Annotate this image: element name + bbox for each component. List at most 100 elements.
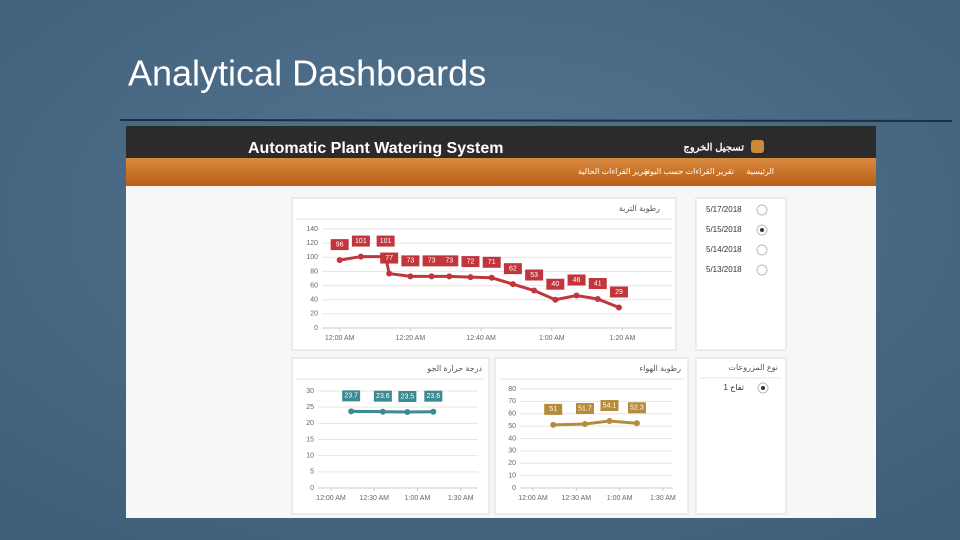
radio[interactable] xyxy=(756,244,768,256)
data-point xyxy=(404,409,411,416)
chart-title: درجة حرارة الجو xyxy=(426,364,482,373)
y-tick-label: 40 xyxy=(508,435,516,442)
slide-title: Analytical Dashboards xyxy=(128,53,486,94)
data-point xyxy=(488,274,495,281)
data-label: 72 xyxy=(467,258,475,265)
chart: رطوبة التربة 0 20 40 60 80 100 120 140 12:00 AM 12… xyxy=(291,197,677,351)
y-tick-label: 80 xyxy=(508,386,516,393)
data-point xyxy=(348,408,355,415)
y-tick-label: 0 xyxy=(512,485,516,492)
data-point xyxy=(581,421,588,428)
data-point xyxy=(550,421,557,428)
data-label-box xyxy=(609,286,628,298)
date-item[interactable]: 5/15/2018 xyxy=(706,225,742,234)
x-tick-label: 12:00 AM xyxy=(518,495,548,502)
data-label-box xyxy=(376,235,395,247)
data-point xyxy=(573,292,580,299)
data-label: 73 xyxy=(445,258,453,265)
x-tick-label: 1:30 AM xyxy=(650,495,676,502)
y-tick-label: 80 xyxy=(310,268,318,275)
y-tick-label: 50 xyxy=(508,423,516,430)
y-tick-label: 40 xyxy=(310,297,318,304)
x-tick-label: 12:20 AM xyxy=(396,335,426,342)
data-point xyxy=(615,304,622,311)
logout[interactable]: تسجيل الخروج xyxy=(683,143,744,154)
radio[interactable] xyxy=(756,204,768,216)
logout-icon[interactable] xyxy=(751,140,764,153)
data-point xyxy=(552,296,559,303)
data-label: 77 xyxy=(385,255,393,262)
data-label-box xyxy=(503,263,522,275)
data-label: 71 xyxy=(488,259,496,266)
x-tick-label: 1:00 AM xyxy=(405,495,431,502)
x-tick-label: 12:00 AM xyxy=(325,335,355,342)
data-label-box xyxy=(422,255,441,267)
chart-title: رطوبة الهواء xyxy=(639,364,681,373)
data-point xyxy=(606,418,613,425)
plant-item[interactable]: تفاح 1 xyxy=(723,383,744,392)
data-point xyxy=(594,296,601,303)
data-line xyxy=(553,419,638,427)
data-label: 23.6 xyxy=(376,393,390,400)
nav-link[interactable]: الرئيسية xyxy=(746,167,774,176)
data-point xyxy=(357,253,364,260)
data-label-box xyxy=(342,390,361,402)
data-label-box xyxy=(351,235,370,247)
y-tick-label: 120 xyxy=(306,240,318,247)
chart-panel xyxy=(494,357,689,515)
data-label-box xyxy=(567,274,586,286)
chart-panel xyxy=(291,197,677,351)
data-label-box xyxy=(546,278,565,290)
data-label-box xyxy=(401,255,420,267)
data-label: 54.1 xyxy=(603,402,617,409)
data-point xyxy=(428,273,435,280)
nav-bar xyxy=(126,158,876,186)
data-label-box xyxy=(544,403,563,415)
radio[interactable] xyxy=(756,264,768,276)
data-point xyxy=(531,287,538,294)
data-label-box xyxy=(461,256,480,268)
x-tick-label: 12:30 AM xyxy=(562,495,592,502)
plant-type-label: نوع المزروعات xyxy=(728,363,778,372)
data-label-box xyxy=(440,255,459,267)
y-tick-label: 0 xyxy=(314,325,318,332)
date-panel xyxy=(695,197,787,351)
data-line xyxy=(351,409,434,414)
chart-title: رطوبة التربة xyxy=(619,204,660,213)
x-tick-label: 12:00 AM xyxy=(316,495,346,502)
chart: درجة حرارة الجو 0 5 10 15 20 25 30 12:00 AM 12:30… xyxy=(291,357,490,515)
data-label-box xyxy=(398,391,417,403)
data-point xyxy=(407,273,414,280)
chart: رطوبة الهواء 0 10 20 30 40 50 60 70 80 12:00 AM 12:… xyxy=(494,357,689,515)
y-tick-label: 15 xyxy=(306,436,314,443)
y-tick-label: 30 xyxy=(306,388,314,395)
app-header xyxy=(126,126,876,158)
nav-link[interactable]: تقرير القراءات حسب اليوم xyxy=(645,167,734,176)
y-tick-label: 20 xyxy=(310,311,318,318)
data-point xyxy=(379,408,386,415)
y-tick-label: 60 xyxy=(508,411,516,418)
y-tick-label: 140 xyxy=(306,226,318,233)
data-label: 73 xyxy=(428,258,436,265)
y-tick-label: 5 xyxy=(310,469,314,476)
data-label: 51.7 xyxy=(578,405,592,412)
data-label: 29 xyxy=(615,289,623,296)
data-label-box xyxy=(373,390,392,402)
data-label: 101 xyxy=(355,238,367,245)
x-tick-label: 1:20 AM xyxy=(610,335,636,342)
data-label: 23.5 xyxy=(401,393,415,400)
data-label-box xyxy=(575,403,594,415)
date-item[interactable]: 5/13/2018 xyxy=(706,265,742,274)
date-item[interactable]: 5/17/2018 xyxy=(706,205,742,214)
radio-dot xyxy=(761,386,765,390)
chart-panel xyxy=(291,357,490,515)
y-tick-label: 10 xyxy=(508,472,516,479)
y-tick-label: 30 xyxy=(508,448,516,455)
nav-link[interactable]: تقرير القراءات الحالية xyxy=(578,167,650,176)
x-tick-label: 12:30 AM xyxy=(359,495,389,502)
data-label: 41 xyxy=(594,280,602,287)
data-label: 101 xyxy=(380,238,392,245)
date-item[interactable]: 5/14/2018 xyxy=(706,245,742,254)
y-tick-label: 70 xyxy=(508,398,516,405)
x-tick-label: 12:40 AM xyxy=(466,335,496,342)
